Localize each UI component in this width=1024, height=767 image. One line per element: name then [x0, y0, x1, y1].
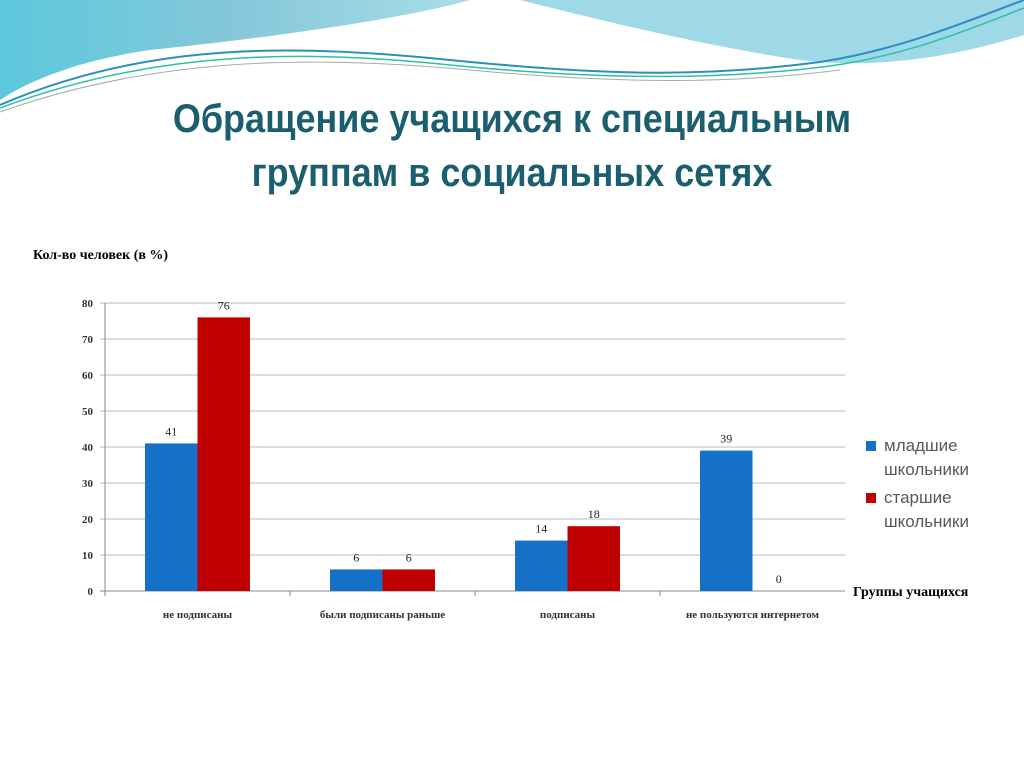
y-axis-label: Кол-во человек (в %) — [33, 248, 169, 263]
y-tick-label: 50 — [82, 406, 94, 418]
y-tick-label: 60 — [82, 370, 94, 382]
slide-title: Обращение учащихся к специальным группам… — [51, 92, 973, 200]
title-line: Обращение учащихся к специальным — [172, 97, 852, 141]
y-tick-label: 70 — [82, 334, 94, 346]
data-label: 14 — [535, 522, 547, 536]
y-tick-label: 30 — [82, 478, 94, 490]
data-label: 6 — [406, 550, 412, 564]
bar — [700, 450, 753, 591]
data-label: 39 — [720, 432, 732, 446]
legend-label: школьники — [884, 460, 969, 479]
legend-item: старшие школьники — [866, 486, 969, 534]
x-tick-label: не пользуются интернетом — [686, 609, 820, 621]
legend-label: школьники — [884, 512, 969, 531]
x-tick-label: были подписаны раньше — [320, 609, 445, 621]
data-label: 18 — [588, 507, 600, 521]
bar — [567, 526, 620, 591]
bar — [515, 540, 568, 591]
legend-label: младшие — [884, 436, 958, 455]
legend-swatch — [866, 493, 876, 503]
decorative-wave-banner — [0, 0, 1024, 113]
title-line: группам в социальных сетях — [251, 151, 773, 195]
bar — [197, 317, 250, 591]
data-label: 0 — [776, 572, 782, 586]
legend-swatch — [866, 441, 876, 451]
x-axis-label: Группы учащихся — [853, 585, 969, 600]
legend: младшие школьники старшие школьники — [866, 434, 969, 538]
y-tick-label: 0 — [88, 586, 94, 598]
x-tick-label: подписаны — [540, 609, 596, 621]
legend-item: младшие школьники — [866, 434, 969, 482]
legend-label: старшие — [884, 488, 952, 507]
bar — [145, 443, 198, 591]
data-label: 76 — [218, 298, 230, 312]
x-tick-label: не подписаны — [163, 609, 233, 621]
data-label: 6 — [353, 550, 359, 564]
data-label: 41 — [165, 424, 177, 438]
y-tick-label: 80 — [82, 298, 94, 310]
bar — [330, 569, 383, 591]
bar — [382, 569, 435, 591]
y-tick-label: 10 — [82, 550, 94, 562]
y-tick-label: 20 — [82, 514, 94, 526]
y-tick-label: 40 — [82, 442, 94, 454]
